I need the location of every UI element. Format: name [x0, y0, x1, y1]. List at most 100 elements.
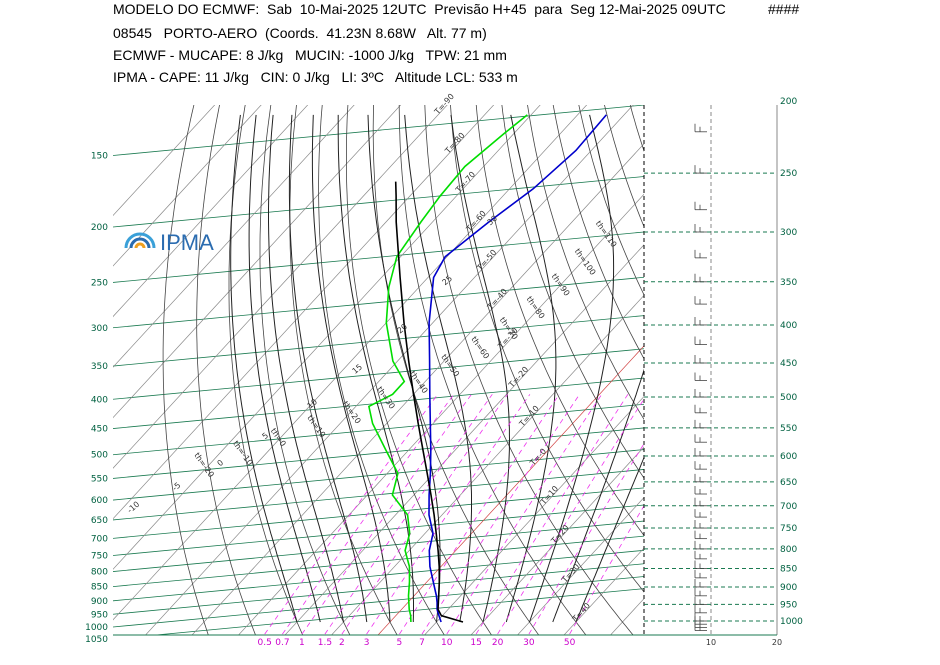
isotherm-line	[113, 105, 309, 318]
mixing-ratio-line	[569, 505, 644, 635]
pressure-tick-label-left: 250	[91, 278, 108, 288]
isotherm-line	[470, 446, 644, 635]
dry-adiabat	[424, 105, 634, 635]
dry-adiabat	[162, 105, 209, 635]
wind-barb	[694, 461, 707, 470]
isotherm-line	[113, 105, 448, 469]
pressure-tick-label-right: 250	[780, 169, 797, 179]
mixing-ratio-line	[324, 394, 493, 635]
mixing-ratio-line	[497, 398, 644, 635]
isobar-line	[113, 535, 644, 588]
pressure-tick-label-left: 150	[91, 152, 108, 162]
moist-adiabat	[248, 114, 321, 623]
isobar-line	[113, 0, 744, 55]
theta-label: th=50	[439, 353, 461, 379]
wind-barb	[694, 404, 707, 414]
dry-adiabat	[501, 105, 644, 479]
mixing-ratio-tick-label: 10	[441, 638, 453, 648]
profile-line-1	[428, 114, 607, 623]
pressure-tick-label-right: 300	[780, 228, 797, 238]
isotherm-line	[424, 395, 644, 635]
mixing-ratio-tick-label: 1	[299, 638, 305, 648]
wind-axis-tick-label: 20	[772, 638, 782, 647]
theta-e-label: 5	[261, 431, 271, 441]
moist-adiabat	[337, 114, 414, 622]
isotherm-line	[610, 598, 644, 635]
isobar-line	[113, 403, 644, 456]
wind-barb	[694, 569, 707, 579]
isobar-line	[113, 276, 644, 329]
isotherm-line	[238, 193, 644, 635]
pressure-tick-label-left: 350	[91, 362, 108, 372]
theta-label: th=80	[525, 295, 547, 321]
theta-e-label: 25	[441, 274, 455, 287]
mixing-ratio-tick-label: 1.5	[318, 638, 332, 648]
isotherm-label: T=-40	[485, 287, 509, 312]
wind-barb	[694, 355, 707, 364]
pressure-tick-label-right: 800	[780, 545, 797, 555]
isotherm-line	[145, 105, 634, 635]
moist-adiabat	[268, 114, 344, 623]
isotherm-label: T=-90	[432, 92, 456, 117]
pressure-tick-label-left: 300	[91, 324, 108, 334]
isotherm-line	[113, 105, 402, 419]
moist-adiabat	[450, 114, 511, 623]
mixing-ratio-tick-label: 15	[470, 638, 481, 648]
mixing-ratio-line	[366, 394, 531, 635]
theta-e-label: 0	[216, 458, 226, 468]
dry-adiabat	[475, 105, 644, 537]
pressure-tick-label-right: 950	[780, 600, 797, 610]
wind-barb	[694, 587, 707, 597]
isotherm-line	[113, 105, 355, 368]
wind-barb	[694, 389, 707, 398]
moist-adiabat	[404, 114, 472, 623]
wind-barb	[694, 596, 707, 605]
pressure-tick-label-right: 600	[780, 452, 797, 462]
wind-barb	[694, 249, 707, 259]
wind-barb	[694, 613, 707, 622]
mixing-ratio-tick-label: 5	[397, 638, 403, 648]
wind-axis-tick-label: 10	[706, 638, 716, 647]
moist-adiabat	[311, 114, 391, 623]
header-line-1: MODELO DO ECMWF: Sab 10-Mai-2025 12UTC P…	[113, 1, 726, 17]
isobar-line	[113, 576, 644, 628]
mixing-ratio-line	[528, 442, 644, 635]
pressure-tick-label-right: 900	[780, 583, 797, 593]
wind-barb	[694, 530, 707, 540]
wind-barb	[694, 473, 707, 483]
dry-adiabat	[578, 105, 644, 296]
mixing-ratio-tick-label: 30	[523, 638, 535, 648]
isobar-line	[113, 563, 644, 615]
theta-e-label: -5	[171, 481, 183, 493]
mixing-ratio-tick-label: 50	[564, 638, 576, 648]
wind-barb	[694, 550, 707, 560]
pressure-tick-label-right: 750	[780, 524, 797, 534]
wind-barb	[694, 201, 707, 211]
isotherm-line	[113, 105, 216, 216]
mixing-ratio-tick-label: 2	[339, 638, 345, 648]
isotherm-label: T=30	[560, 562, 582, 585]
isotherm-line	[113, 105, 495, 520]
pressure-tick-label-left: 450	[91, 425, 108, 435]
pressure-tick-label-right: 1000	[780, 617, 803, 627]
diagram-grid	[113, 0, 744, 635]
isotherm-line	[563, 547, 644, 635]
isobar-line	[113, 231, 644, 283]
diagram-frame	[113, 105, 778, 636]
mixing-ratio-line	[475, 394, 629, 635]
theta-label: th=20	[341, 400, 363, 426]
isotherm-line	[113, 105, 262, 267]
mixing-ratio-tick-label: 0.7	[275, 638, 289, 648]
theta-e-label: 15	[351, 362, 365, 375]
isotherm-line	[284, 244, 644, 635]
isotherm-label: T=-0	[528, 447, 548, 468]
wind-barb	[694, 316, 707, 326]
pressure-tick-label-left: 900	[91, 597, 108, 607]
mixing-ratio-tick-label: 3	[364, 638, 370, 648]
pressure-tick-label-right: 200	[780, 97, 797, 107]
wind-barb	[694, 372, 707, 381]
profile-line-3	[394, 181, 464, 623]
dry-adiabat	[228, 105, 304, 635]
pressure-tick-label-right: 850	[780, 564, 797, 574]
pressure-tick-label-left: 550	[91, 474, 108, 484]
